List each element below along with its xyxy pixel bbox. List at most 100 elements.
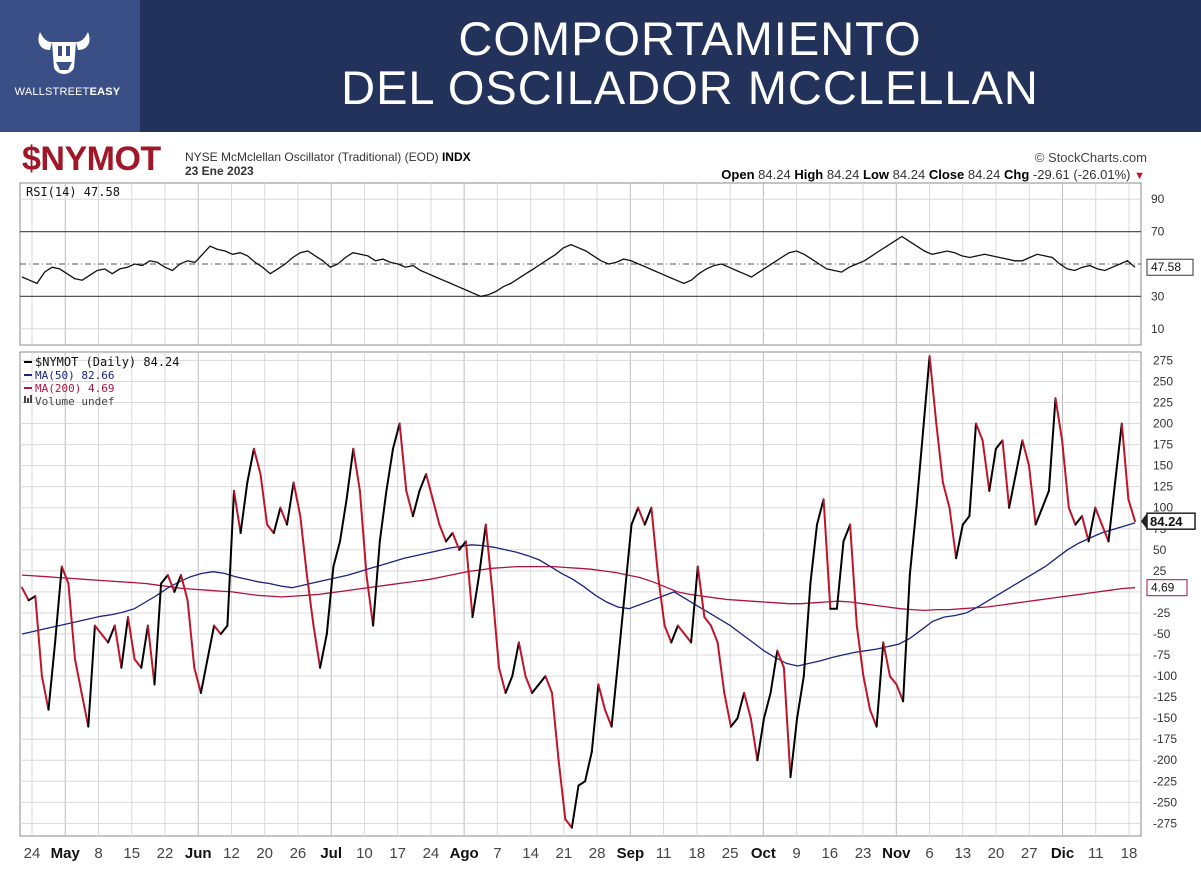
chart-description: NYSE McMclellan Oscillator (Traditional)… [185,150,471,164]
price-segment [888,675,898,686]
price-ytick-label: 150 [1153,459,1173,473]
price-segment [597,683,606,711]
price-segment [166,574,176,593]
price-ytick-label: 250 [1153,374,1173,388]
price-segment [491,590,500,669]
x-tick-label: 10 [356,845,373,862]
price-ytick-label: -125 [1153,690,1177,704]
price-segment [584,750,593,783]
x-tick-label: 15 [123,845,140,862]
x-tick-label: 24 [423,845,440,862]
price-segment [690,565,699,644]
stockcharts-credit[interactable]: © StockCharts.com [1034,150,1147,165]
page-title: COMPORTAMIENTO DEL OSCILADOR MCCLELLAN [180,14,1200,112]
price-segment [676,624,686,635]
price-segment [902,574,911,703]
price-segment [604,708,613,728]
x-tick-label: 12 [223,845,240,862]
rsi-legend: RSI(14) 47.58 [26,185,120,199]
price-segment [392,422,401,450]
price-segment [385,447,394,492]
price-ytick-label: -50 [1153,627,1171,641]
chart-description-text: NYSE McMclellan Oscillator (Traditional)… [185,150,439,164]
price-segment [663,624,673,644]
price-segment [1107,481,1117,543]
title-line-1: COMPORTAMIENTO [458,12,922,65]
price-segment [869,708,878,728]
x-tick-label: 26 [290,845,307,862]
price-segment [670,624,679,644]
price-segment [458,540,467,551]
x-tick-label: Oct [751,845,776,862]
price-segment [802,582,812,678]
price-segment [67,582,76,661]
price-segment [107,624,116,644]
price-ytick-label: -250 [1153,795,1177,809]
price-segment [358,489,368,577]
price-segment [511,641,520,678]
price-segment [305,574,315,627]
rsi-panel: 90 70 30 10 RSI(14) 47.58 47.58 [19,182,1194,346]
rsi-ytick-label: 30 [1151,289,1165,303]
price-segment [464,540,474,619]
price-segment [948,506,958,560]
price-segment [451,532,461,551]
price-segment [226,489,235,627]
price-segment [345,447,355,501]
high-value: 84.24 [826,167,860,182]
open-value: 84.24 [758,167,791,182]
chart-symbol: $NYMOT [22,140,161,178]
title-line-2: DEL OSCILADOR MCCLELLAN [341,61,1039,114]
price-segment [551,691,560,762]
price-segment [127,616,136,661]
price-segment [729,717,739,728]
price-ytick-label: 50 [1153,543,1167,557]
price-segment [47,641,57,711]
price-segment [749,717,759,762]
price-segment [339,498,348,543]
price-segment [504,675,514,694]
price-segment [259,473,269,526]
price-segment [445,532,454,543]
price-segment [252,447,262,476]
low-label: Low [863,167,890,182]
price-segment [1114,422,1123,484]
x-tick-label: 20 [988,845,1005,862]
price-segment [557,759,567,821]
open-label: Open [721,167,755,182]
price-current-value: 84.24 [1150,514,1183,529]
x-tick-label: 13 [954,845,971,862]
price-ytick-label: -275 [1153,816,1177,830]
price-segment [617,590,626,661]
price-segment [590,683,600,753]
price-segment [809,523,818,585]
price-segment [1081,515,1090,543]
price-segment [1087,506,1097,543]
price-segment [133,658,143,669]
brand-name-bold: EASY [89,86,121,98]
price-segment [743,691,752,720]
price-segment [895,683,905,703]
price-ytick-label: -150 [1153,711,1177,725]
price-segment [577,780,587,787]
price-segment [325,565,335,635]
price-segment [928,355,938,425]
rsi-current-box [1146,258,1194,276]
rsi-ytick-label: 10 [1151,322,1165,336]
price-segment [855,624,865,678]
price-ytick-label: 100 [1153,501,1173,515]
x-tick-label: 11 [1088,845,1104,862]
rsi-ytick-label: 90 [1151,192,1165,206]
rsi-line [21,235,1136,298]
price-segment [153,582,163,686]
x-tick-label: 25 [722,845,739,862]
x-axis: 24 May 8 15 22 Jun 12 20 26 Jul 10 17 24 Ago 7 14 21 28 Se… [24,845,1138,862]
price-legend-entry: MA(50) 82.66 [35,369,114,382]
x-tick-label: 11 [656,845,672,862]
price-segment [922,355,931,433]
price-segment [908,506,918,577]
price-segment [40,675,50,711]
price-segment [1008,473,1017,509]
price-segment [27,595,37,602]
